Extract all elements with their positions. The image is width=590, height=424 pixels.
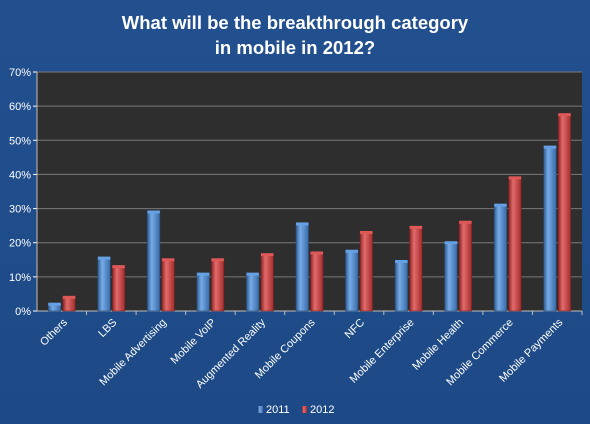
bar-cap (62, 295, 76, 299)
y-tick-label: 0% (15, 306, 31, 318)
x-tick-label: Others (38, 316, 70, 348)
bar-2012-7 (409, 227, 423, 312)
y-tick-label: 20% (9, 238, 31, 250)
y-tick-label: 70% (9, 67, 31, 79)
bar-2012-5 (310, 252, 324, 312)
bar-cap (395, 259, 408, 263)
bar-2012-4 (260, 254, 274, 312)
bar-2011-5 (295, 223, 309, 312)
legend-swatch-2012 (302, 406, 307, 413)
bar-2011-7 (394, 261, 408, 312)
bar-cap (147, 210, 160, 214)
bar-cap (543, 145, 557, 149)
bar-cap (444, 241, 458, 245)
bar-2012-1 (112, 266, 126, 312)
bar-cap (246, 272, 259, 276)
bar-2011-8 (444, 242, 458, 312)
legend-label-2011: 2011 (266, 404, 290, 416)
x-tick-label: Mobile Health (410, 317, 466, 373)
bar-2012-8 (458, 221, 472, 312)
bar-cap (494, 203, 507, 207)
x-tick-label: LBS (96, 317, 119, 340)
legend-label-2012: 2012 (310, 404, 334, 416)
bar-2011-10 (543, 146, 557, 312)
legend-swatch-2011 (258, 406, 263, 413)
bar-cap (558, 113, 571, 117)
x-tick-label: NFC (343, 317, 368, 342)
bar-cap (508, 176, 522, 180)
chart-title: What will be the breakthrough category i… (0, 10, 590, 60)
x-tick-label: Mobile VoIP (169, 317, 219, 367)
bar-cap (260, 253, 274, 257)
bar-cap (360, 230, 373, 234)
bar-cap (196, 272, 210, 276)
bar-cap (112, 265, 125, 269)
bar-cap (161, 258, 175, 262)
bar-2012-2 (161, 259, 175, 312)
bar-cap (409, 225, 423, 229)
bar-cap (211, 258, 224, 262)
bar-cap (48, 302, 61, 306)
bar-cap (296, 222, 309, 226)
bar-2012-3 (211, 259, 225, 312)
bar-cap (310, 251, 323, 255)
bar-2012-6 (359, 232, 373, 312)
bar-2011-9 (493, 204, 507, 312)
bar-2012-9 (508, 177, 522, 312)
bar-2011-6 (345, 250, 359, 312)
chart-title-line-1: What will be the breakthrough category (121, 12, 469, 33)
bar-2012-10 (557, 114, 572, 312)
bar-cap (459, 220, 472, 224)
y-tick-label: 60% (9, 101, 31, 113)
y-tick-label: 10% (9, 272, 31, 284)
bar-2011-3 (196, 273, 210, 312)
y-tick-label: 30% (9, 204, 31, 216)
bar-cap (97, 256, 111, 260)
bar-cap (345, 249, 359, 253)
bar-2011-2 (147, 211, 161, 312)
bar-2012-0 (62, 297, 76, 312)
chart-title-line-2: in mobile in 2012? (214, 37, 376, 58)
bar-2011-1 (97, 257, 111, 312)
bar-2011-4 (246, 273, 260, 312)
y-tick-label: 50% (9, 135, 31, 147)
plot-area (37, 72, 582, 311)
y-tick-label: 40% (9, 169, 31, 181)
